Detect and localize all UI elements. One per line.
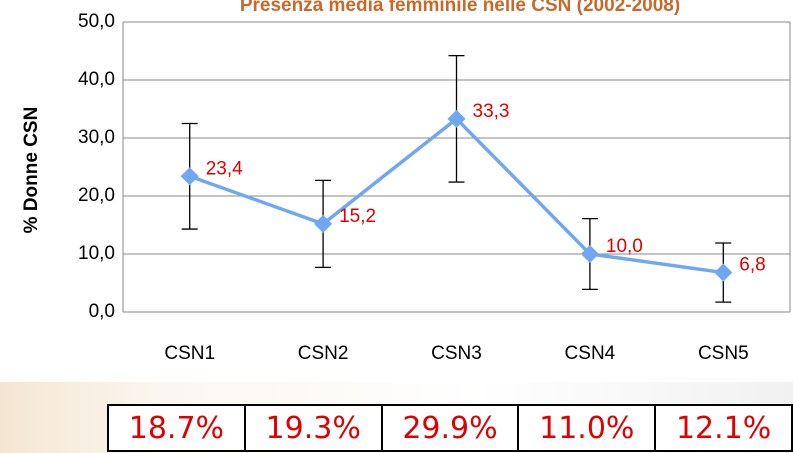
x-tick-label: CSN4 bbox=[565, 343, 616, 364]
marker bbox=[314, 214, 333, 233]
y-tick-label: 20,0 bbox=[78, 185, 115, 206]
data-label: 33,3 bbox=[473, 101, 510, 122]
marker bbox=[447, 109, 466, 128]
y-tick-label: 0,0 bbox=[89, 301, 115, 322]
marker bbox=[714, 263, 733, 282]
x-tick-label: CSN2 bbox=[298, 343, 349, 364]
marker bbox=[580, 245, 599, 263]
x-tick-label: CSN3 bbox=[431, 343, 482, 364]
data-label: 15,2 bbox=[339, 206, 376, 227]
table-cell: 18.7% bbox=[107, 404, 246, 452]
data-table: 18.7% 19.3% 29.9% 11.0% 12.1% bbox=[107, 404, 793, 452]
y-axis-label: % Donne CSN bbox=[21, 107, 42, 234]
table-cell: 19.3% bbox=[243, 404, 383, 452]
x-tick-label: CSN1 bbox=[164, 343, 215, 364]
y-tick-label: 30,0 bbox=[78, 127, 115, 148]
y-tick-label: 10,0 bbox=[78, 243, 115, 264]
marker bbox=[180, 167, 199, 186]
y-tick-label: 50,0 bbox=[78, 11, 115, 32]
x-tick-label: CSN5 bbox=[698, 343, 749, 364]
data-label: 10,0 bbox=[606, 236, 643, 257]
y-tick-label: 40,0 bbox=[78, 69, 115, 90]
chart-title: Presenza media femminile nelle CSN (2002… bbox=[240, 0, 680, 16]
data-label: 23,4 bbox=[206, 158, 243, 179]
table-cell: 29.9% bbox=[380, 404, 520, 452]
chart: Presenza media femminile nelle CSN (2002… bbox=[21, 0, 791, 364]
table-cell: 11.0% bbox=[517, 404, 657, 452]
table-cell: 12.1% bbox=[654, 404, 793, 452]
data-label: 6,8 bbox=[739, 255, 765, 276]
